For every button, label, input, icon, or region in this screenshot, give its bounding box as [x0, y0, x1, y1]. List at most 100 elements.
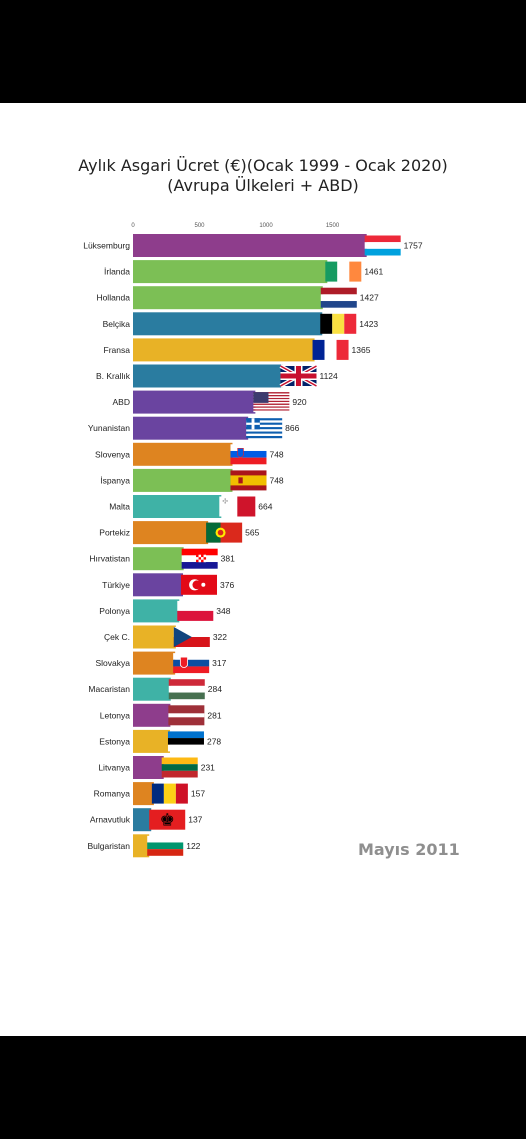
x-tick-label: 1500 — [326, 223, 340, 229]
country-label: Hırvatistan — [89, 554, 130, 564]
x-tick-label: 1000 — [259, 223, 273, 229]
chart-title: Aylık Asgari Ücret (€)(Ocak 1999 - Ocak … — [78, 156, 448, 175]
value-label: 284 — [208, 684, 222, 694]
bar — [133, 338, 315, 362]
greece-flag-icon — [246, 418, 283, 439]
netherlands-flag-icon — [320, 287, 357, 308]
bar — [133, 756, 164, 779]
bar — [133, 260, 328, 284]
value-label: 565 — [245, 528, 259, 538]
country-label: Polonya — [99, 606, 130, 616]
bar — [133, 573, 184, 597]
slovakia-flag-icon — [173, 653, 210, 674]
bar — [133, 390, 256, 414]
value-label: 376 — [220, 580, 234, 590]
czech-flag-icon — [173, 627, 210, 647]
bar — [133, 442, 233, 466]
poland-flag-icon — [177, 600, 214, 621]
uk-flag-icon — [279, 364, 318, 388]
value-label: 157 — [191, 789, 205, 799]
country-label: Türkiye — [102, 580, 130, 590]
country-label: B. Krallık — [96, 371, 131, 381]
luxembourg-flag-icon — [364, 235, 401, 256]
country-label: İspanya — [100, 475, 130, 485]
country-label: Estonya — [99, 736, 130, 746]
slovenia-flag-icon — [230, 444, 267, 465]
bar — [133, 312, 323, 336]
country-label: Hollanda — [96, 293, 130, 303]
country-label: Malta — [109, 502, 130, 512]
ireland-flag-icon — [325, 261, 362, 282]
value-label: 231 — [201, 763, 215, 773]
bar — [133, 808, 152, 832]
country-label: Portekiz — [99, 528, 130, 538]
svg-text:♚: ♚ — [160, 811, 175, 831]
portugal-flag-icon — [206, 522, 243, 543]
value-label: 1423 — [359, 319, 378, 329]
country-label: ABD — [113, 397, 130, 407]
value-label: 278 — [207, 736, 221, 746]
country-label: İrlanda — [104, 267, 130, 277]
value-label: 920 — [292, 397, 306, 407]
bar — [133, 834, 150, 858]
value-label: 322 — [213, 632, 227, 642]
lithuania-flag-icon — [161, 757, 198, 778]
bar — [133, 599, 180, 623]
country-label: Letonya — [100, 710, 131, 720]
chart-canvas — [0, 103, 526, 1036]
value-label: 1124 — [319, 371, 338, 381]
date-label: Mayıs 2011 — [358, 840, 460, 859]
turkey-flag-icon — [181, 574, 218, 595]
country-label: Yunanistan — [88, 423, 130, 433]
x-tick-label: 500 — [194, 223, 205, 229]
bar — [133, 468, 233, 492]
value-label: 748 — [269, 475, 283, 485]
country-label: Macaristan — [88, 684, 130, 694]
x-tick-label: 0 — [131, 223, 135, 229]
usa-flag-icon — [253, 392, 290, 413]
bar — [133, 782, 154, 806]
bar — [133, 521, 209, 545]
value-label: 1757 — [404, 241, 423, 251]
france-flag-icon — [312, 339, 349, 360]
bar — [133, 677, 171, 701]
bar — [133, 364, 283, 388]
country-label: Arnavutluk — [90, 815, 131, 825]
value-label: 348 — [216, 606, 230, 616]
bar — [133, 729, 170, 753]
country-label: Bulgaristan — [87, 841, 130, 851]
value-label: 866 — [285, 423, 299, 433]
country-label: Slovakya — [96, 658, 131, 668]
bar — [133, 286, 323, 310]
value-label: 664 — [258, 502, 272, 512]
value-label: 1365 — [352, 345, 371, 355]
croatia-flag-icon — [181, 548, 218, 569]
bar — [133, 625, 176, 649]
albania-flag-icon: ♚ — [149, 809, 186, 831]
value-label: 122 — [186, 841, 200, 851]
estonia-flag-icon — [167, 731, 204, 752]
bar — [133, 234, 367, 257]
country-label: Çek C. — [104, 632, 130, 642]
belgium-flag-icon — [320, 313, 357, 334]
value-label: 317 — [212, 658, 226, 668]
country-label: Romanya — [94, 789, 131, 799]
spain-flag-icon — [230, 470, 267, 491]
bar — [133, 703, 171, 727]
bar — [133, 547, 184, 571]
latvia-flag-icon — [168, 705, 205, 726]
bar — [133, 495, 222, 518]
value-label: 1461 — [364, 267, 383, 277]
country-label: Belçika — [103, 319, 131, 329]
malta-flag-icon: ✣ — [219, 496, 256, 517]
svg-text:✣: ✣ — [222, 498, 228, 506]
bar — [133, 651, 176, 675]
country-label: Fransa — [104, 345, 131, 355]
value-label: 748 — [269, 449, 283, 459]
chart-subtitle: (Avrupa Ülkeleri + ABD) — [167, 176, 359, 195]
country-label: Slovenya — [95, 449, 130, 459]
country-label: Lüksemburg — [83, 241, 130, 251]
bulgaria-flag-icon — [147, 835, 184, 856]
bar — [133, 416, 249, 440]
